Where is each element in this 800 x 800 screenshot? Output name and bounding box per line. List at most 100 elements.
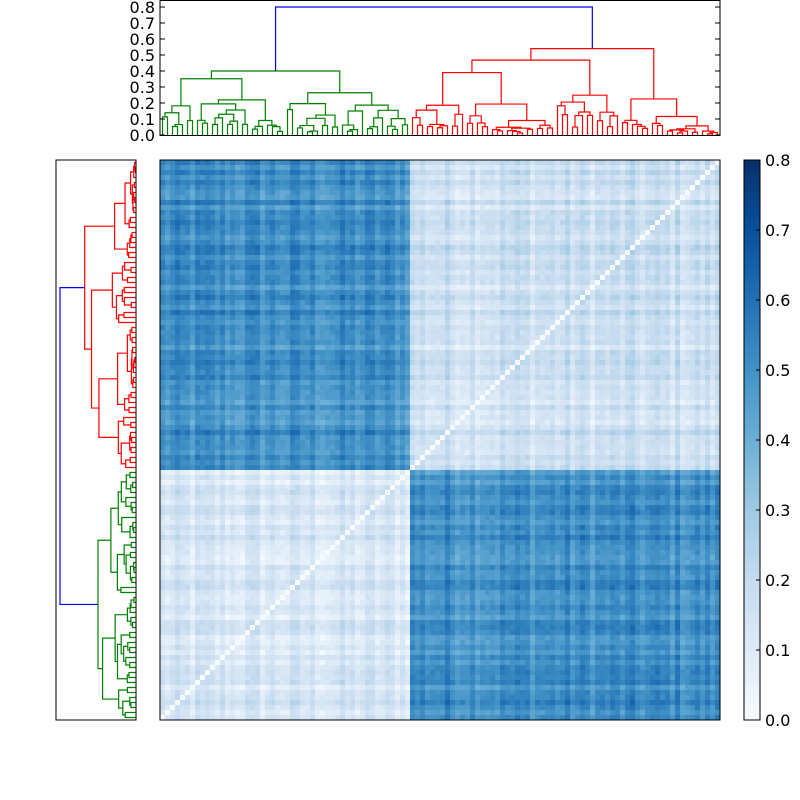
heatmap-cell <box>485 305 491 311</box>
heatmap-cell <box>565 365 571 371</box>
heatmap-cell <box>515 200 521 206</box>
heatmap-cell <box>565 360 571 366</box>
heatmap-cell <box>235 310 241 316</box>
heatmap-cell <box>645 350 651 356</box>
heatmap-cell <box>270 340 276 346</box>
heatmap-cell <box>280 325 286 331</box>
heatmap-cell <box>255 300 261 306</box>
heatmap-cell <box>590 315 596 321</box>
heatmap-cell <box>545 200 551 206</box>
heatmap-cell <box>550 195 556 201</box>
heatmap-cell <box>190 295 196 301</box>
heatmap-cell <box>600 255 606 261</box>
heatmap-cell <box>385 350 391 356</box>
heatmap-cell <box>385 195 391 201</box>
heatmap-cell <box>590 310 596 316</box>
heatmap-cell <box>625 190 631 196</box>
heatmap-cell <box>310 345 316 351</box>
heatmap-cell <box>515 335 521 341</box>
heatmap-cell <box>265 200 271 206</box>
heatmap-cell <box>405 225 411 231</box>
heatmap-cell <box>195 250 201 256</box>
heatmap-cell <box>580 190 586 196</box>
heatmap-cell <box>575 165 581 171</box>
heatmap-cell <box>710 165 716 171</box>
heatmap-cell <box>185 260 191 266</box>
heatmap-cell <box>605 360 611 366</box>
heatmap-cell <box>345 355 351 361</box>
heatmap-cell <box>170 230 176 236</box>
heatmap-cell <box>390 180 396 186</box>
heatmap-cell <box>415 160 421 166</box>
heatmap-cell <box>540 330 546 336</box>
heatmap-cell <box>595 305 601 311</box>
heatmap-cell <box>535 260 541 266</box>
heatmap-cell <box>470 345 476 351</box>
heatmap-cell <box>375 180 381 186</box>
heatmap-cell <box>285 265 291 271</box>
heatmap-cell <box>385 360 391 366</box>
heatmap-cell <box>460 305 466 311</box>
heatmap-cell <box>180 310 186 316</box>
heatmap-cell <box>430 345 436 351</box>
heatmap-cell <box>470 200 476 206</box>
heatmap-cell <box>690 255 696 261</box>
heatmap-cell <box>415 330 421 336</box>
heatmap-cell <box>545 285 551 291</box>
heatmap-cell <box>685 285 691 291</box>
heatmap-cell <box>695 315 701 321</box>
heatmap-cell <box>475 240 481 246</box>
heatmap-cell <box>245 260 251 266</box>
heatmap-cell <box>445 185 451 191</box>
heatmap-cell <box>620 295 626 301</box>
heatmap-cell <box>715 260 721 266</box>
heatmap-cell <box>255 290 261 296</box>
heatmap-cell <box>300 200 306 206</box>
heatmap-cell <box>215 345 221 351</box>
heatmap-cell <box>600 245 606 251</box>
heatmap-cell <box>565 240 571 246</box>
heatmap-cell <box>555 350 561 356</box>
heatmap-cell <box>370 175 376 181</box>
heatmap-cell <box>565 180 571 186</box>
heatmap-cell <box>445 240 451 246</box>
heatmap-cell <box>580 180 586 186</box>
heatmap-cell <box>595 290 601 296</box>
heatmap-cell <box>465 165 471 171</box>
heatmap-cell <box>650 260 656 266</box>
heatmap-cell <box>285 205 291 211</box>
heatmap-cell <box>510 200 516 206</box>
heatmap-cell <box>710 350 716 356</box>
heatmap-cell <box>320 250 326 256</box>
heatmap-cell <box>475 350 481 356</box>
heatmap-cell <box>535 200 541 206</box>
heatmap-cell <box>490 285 496 291</box>
heatmap-cell <box>325 355 331 361</box>
heatmap-cell <box>540 315 546 321</box>
heatmap-cell <box>700 215 706 221</box>
heatmap-cell <box>270 360 276 366</box>
heatmap-cell <box>670 180 676 186</box>
heatmap-cell <box>490 330 496 336</box>
heatmap-cell <box>485 260 491 266</box>
heatmap-cell <box>635 290 641 296</box>
heatmap-cell <box>630 250 636 256</box>
heatmap-cell <box>590 220 596 226</box>
heatmap-cell <box>630 300 636 306</box>
heatmap-cell <box>405 220 411 226</box>
heatmap-cell <box>355 370 361 376</box>
heatmap-cell <box>520 190 526 196</box>
heatmap-cell <box>195 185 201 191</box>
heatmap-cell <box>500 345 506 351</box>
heatmap-cell <box>445 250 451 256</box>
heatmap-cell <box>635 325 641 331</box>
heatmap-cell <box>555 195 561 201</box>
heatmap-cell <box>500 380 506 386</box>
heatmap-cell <box>305 210 311 216</box>
heatmap-cell <box>705 280 711 286</box>
heatmap-cell <box>275 310 281 316</box>
heatmap-cell <box>235 215 241 221</box>
heatmap-cell <box>340 295 346 301</box>
heatmap-cell <box>195 310 201 316</box>
heatmap-cell <box>625 210 631 216</box>
